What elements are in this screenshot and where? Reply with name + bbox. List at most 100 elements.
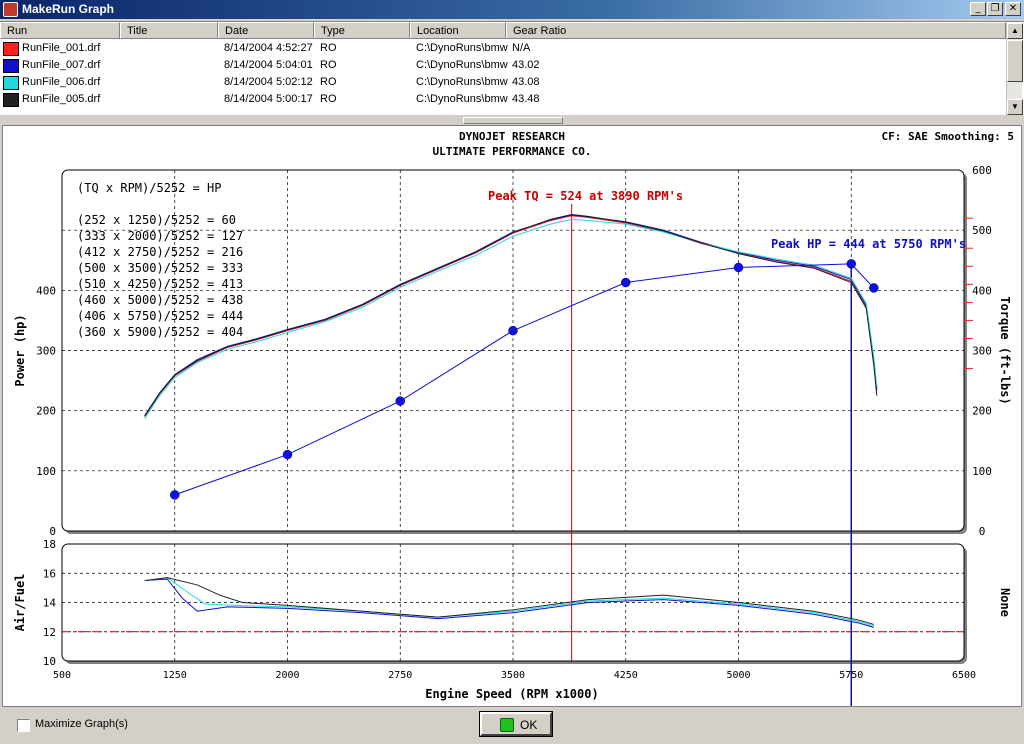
- rpm-tick-label: 1250: [163, 670, 187, 681]
- afr-tick-label: 18: [43, 538, 56, 551]
- power-tick-label: 100: [36, 465, 56, 478]
- afr-tick-label: 14: [43, 597, 57, 610]
- torque-tick-label: 200: [972, 405, 992, 418]
- y-axis-label-power: Power (hp): [13, 314, 27, 386]
- hp-data-point: [621, 277, 631, 288]
- torque-tick-label: 300: [972, 345, 992, 358]
- formula-line: (406 x 5750)/5252 = 444: [77, 309, 243, 323]
- cell-gear-ratio: 43.08: [512, 76, 540, 88]
- torque-tick-label: 600: [972, 164, 992, 177]
- torque-tick-label: 500: [972, 224, 992, 237]
- cell-type: RO: [320, 42, 337, 54]
- table-row[interactable]: RunFile_006.drf 8/14/2004 5:02:12 RO C:\Dyn…: [0, 74, 1006, 91]
- y2-axis-label-none: None: [998, 588, 1012, 617]
- correction-smoothing-label: CF: SAE Smoothing: 5: [882, 130, 1014, 143]
- cell-gear-ratio: 43.02: [512, 59, 540, 71]
- close-button[interactable]: ✕: [1005, 2, 1021, 16]
- power-tick-label: 0: [49, 525, 56, 538]
- hp-data-point: [846, 259, 856, 269]
- cell-date: 8/14/2004 5:04:01: [224, 59, 313, 71]
- column-header-gear-ratio[interactable]: Gear Ratio: [506, 22, 1006, 39]
- maximize-graphs-label: Maximize Graph(s): [35, 718, 128, 730]
- cell-date: 8/14/2004 5:02:12: [224, 76, 313, 88]
- ok-check-icon: [500, 718, 514, 732]
- afr-tick-label: 12: [43, 626, 56, 639]
- ok-button[interactable]: OK: [479, 711, 553, 737]
- hp-data-point: [170, 490, 180, 500]
- formula-line: (500 x 3500)/5252 = 333: [77, 261, 243, 275]
- rpm-tick-label: 2750: [388, 670, 412, 681]
- formula-line: (412 x 2750)/5252 = 216: [77, 245, 243, 259]
- torque-tick-label: 400: [972, 284, 992, 297]
- splitter-grip[interactable]: [463, 117, 563, 124]
- cell-location: C:\DynoRuns\bmw: [416, 59, 508, 71]
- power-tick-label: 300: [36, 345, 56, 358]
- cell-gear-ratio: N/A: [512, 42, 531, 54]
- table-row[interactable]: RunFile_007.drf 8/14/2004 5:04:01 RO C:\Dyn…: [0, 57, 1006, 74]
- y-axis-label-torque: Torque (ft-lbs): [998, 296, 1012, 404]
- title-bar[interactable]: MakeRun Graph _ ❐ ✕: [0, 0, 1024, 19]
- column-header-date[interactable]: Date: [218, 22, 314, 39]
- cell-location: C:\DynoRuns\bmw: [416, 93, 508, 105]
- cell-run: RunFile_007.drf: [22, 59, 101, 71]
- minimize-button[interactable]: _: [970, 2, 986, 16]
- power-tick-label: 200: [36, 405, 56, 418]
- torque-curve-runfile-006-drf: [144, 218, 878, 419]
- torque-tick-label: 0: [979, 525, 986, 538]
- dyno-graph-panel: DYNOJET RESEARCH ULTIMATE PERFORMANCE CO.…: [2, 125, 1022, 707]
- torque-curve-runfile-005-drf: [144, 214, 878, 417]
- run-file-list[interactable]: Run Title Date Type Location Gear Ratio …: [0, 21, 1024, 115]
- color-swatch[interactable]: [3, 59, 19, 73]
- color-swatch[interactable]: [3, 42, 19, 56]
- cell-date: 8/14/2004 4:52:27: [224, 42, 313, 54]
- formula-title: (TQ x RPM)/5252 = HP: [77, 181, 222, 195]
- afr-curve-runfile-007-drf: [144, 578, 874, 628]
- ok-button-label: OK: [520, 718, 538, 732]
- column-header-run[interactable]: Run: [0, 22, 120, 39]
- peak-tq-label: Peak TQ = 524 at 3890 RPM's: [488, 189, 683, 203]
- color-swatch[interactable]: [3, 76, 19, 90]
- column-header-location[interactable]: Location: [410, 22, 506, 39]
- app-icon: [3, 2, 18, 17]
- formula-line: (510 x 4250)/5252 = 413: [77, 277, 243, 291]
- hp-line: [174, 263, 875, 496]
- cell-run: RunFile_001.drf: [22, 42, 101, 54]
- pane-splitter[interactable]: [0, 115, 1024, 125]
- rpm-tick-label: 5000: [726, 670, 750, 681]
- scroll-thumb[interactable]: [1007, 40, 1023, 82]
- header-subtitle: ULTIMATE PERFORMANCE CO.: [433, 145, 592, 158]
- cell-run: RunFile_006.drf: [22, 76, 101, 88]
- maximize-graphs-checkbox[interactable]: [17, 719, 30, 732]
- formula-line: (333 x 2000)/5252 = 127: [77, 229, 243, 243]
- hp-data-point: [282, 449, 293, 460]
- scroll-down-arrow-icon[interactable]: ▼: [1007, 99, 1023, 115]
- cell-run: RunFile_005.drf: [22, 93, 101, 105]
- color-swatch[interactable]: [3, 93, 19, 107]
- y-axis-label-air-fuel: Air/Fuel: [13, 574, 27, 632]
- dyno-chart: DYNOJET RESEARCH ULTIMATE PERFORMANCE CO.…: [13, 130, 1014, 706]
- column-header-title[interactable]: Title: [120, 22, 218, 39]
- table-row[interactable]: RunFile_001.drf 8/14/2004 4:52:27 RO C:\Dyn…: [0, 40, 1006, 57]
- header-company: DYNOJET RESEARCH: [459, 130, 565, 143]
- hp-data-point: [395, 396, 405, 406]
- rpm-tick-label: 2000: [275, 670, 299, 681]
- restore-button[interactable]: ❐: [987, 2, 1003, 16]
- hp-data-point: [508, 325, 518, 336]
- window-title: MakeRun Graph: [22, 2, 115, 16]
- hp-data-point: [733, 262, 744, 273]
- column-header-type[interactable]: Type: [314, 22, 410, 39]
- list-scrollbar[interactable]: ▲ ▼: [1006, 23, 1023, 115]
- torque-curve-runfile-001-drf: [144, 215, 878, 417]
- power-tick-label: 400: [36, 284, 56, 297]
- x-axis-label: Engine Speed (RPM x1000): [425, 687, 598, 701]
- torque-tick-label: 100: [972, 465, 992, 478]
- rpm-tick-label: 4250: [614, 670, 638, 681]
- formula-line: (360 x 5900)/5252 = 404: [77, 325, 243, 339]
- afr-curve-runfile-005-drf: [144, 577, 874, 625]
- bottom-bar: Maximize Graph(s) OK: [0, 708, 1024, 744]
- cell-location: C:\DynoRuns\bmw: [416, 42, 508, 54]
- rpm-tick-label: 500: [53, 670, 71, 681]
- scroll-up-arrow-icon[interactable]: ▲: [1007, 23, 1023, 39]
- table-row[interactable]: RunFile_005.drf 8/14/2004 5:00:17 RO C:\Dyn…: [0, 91, 1006, 108]
